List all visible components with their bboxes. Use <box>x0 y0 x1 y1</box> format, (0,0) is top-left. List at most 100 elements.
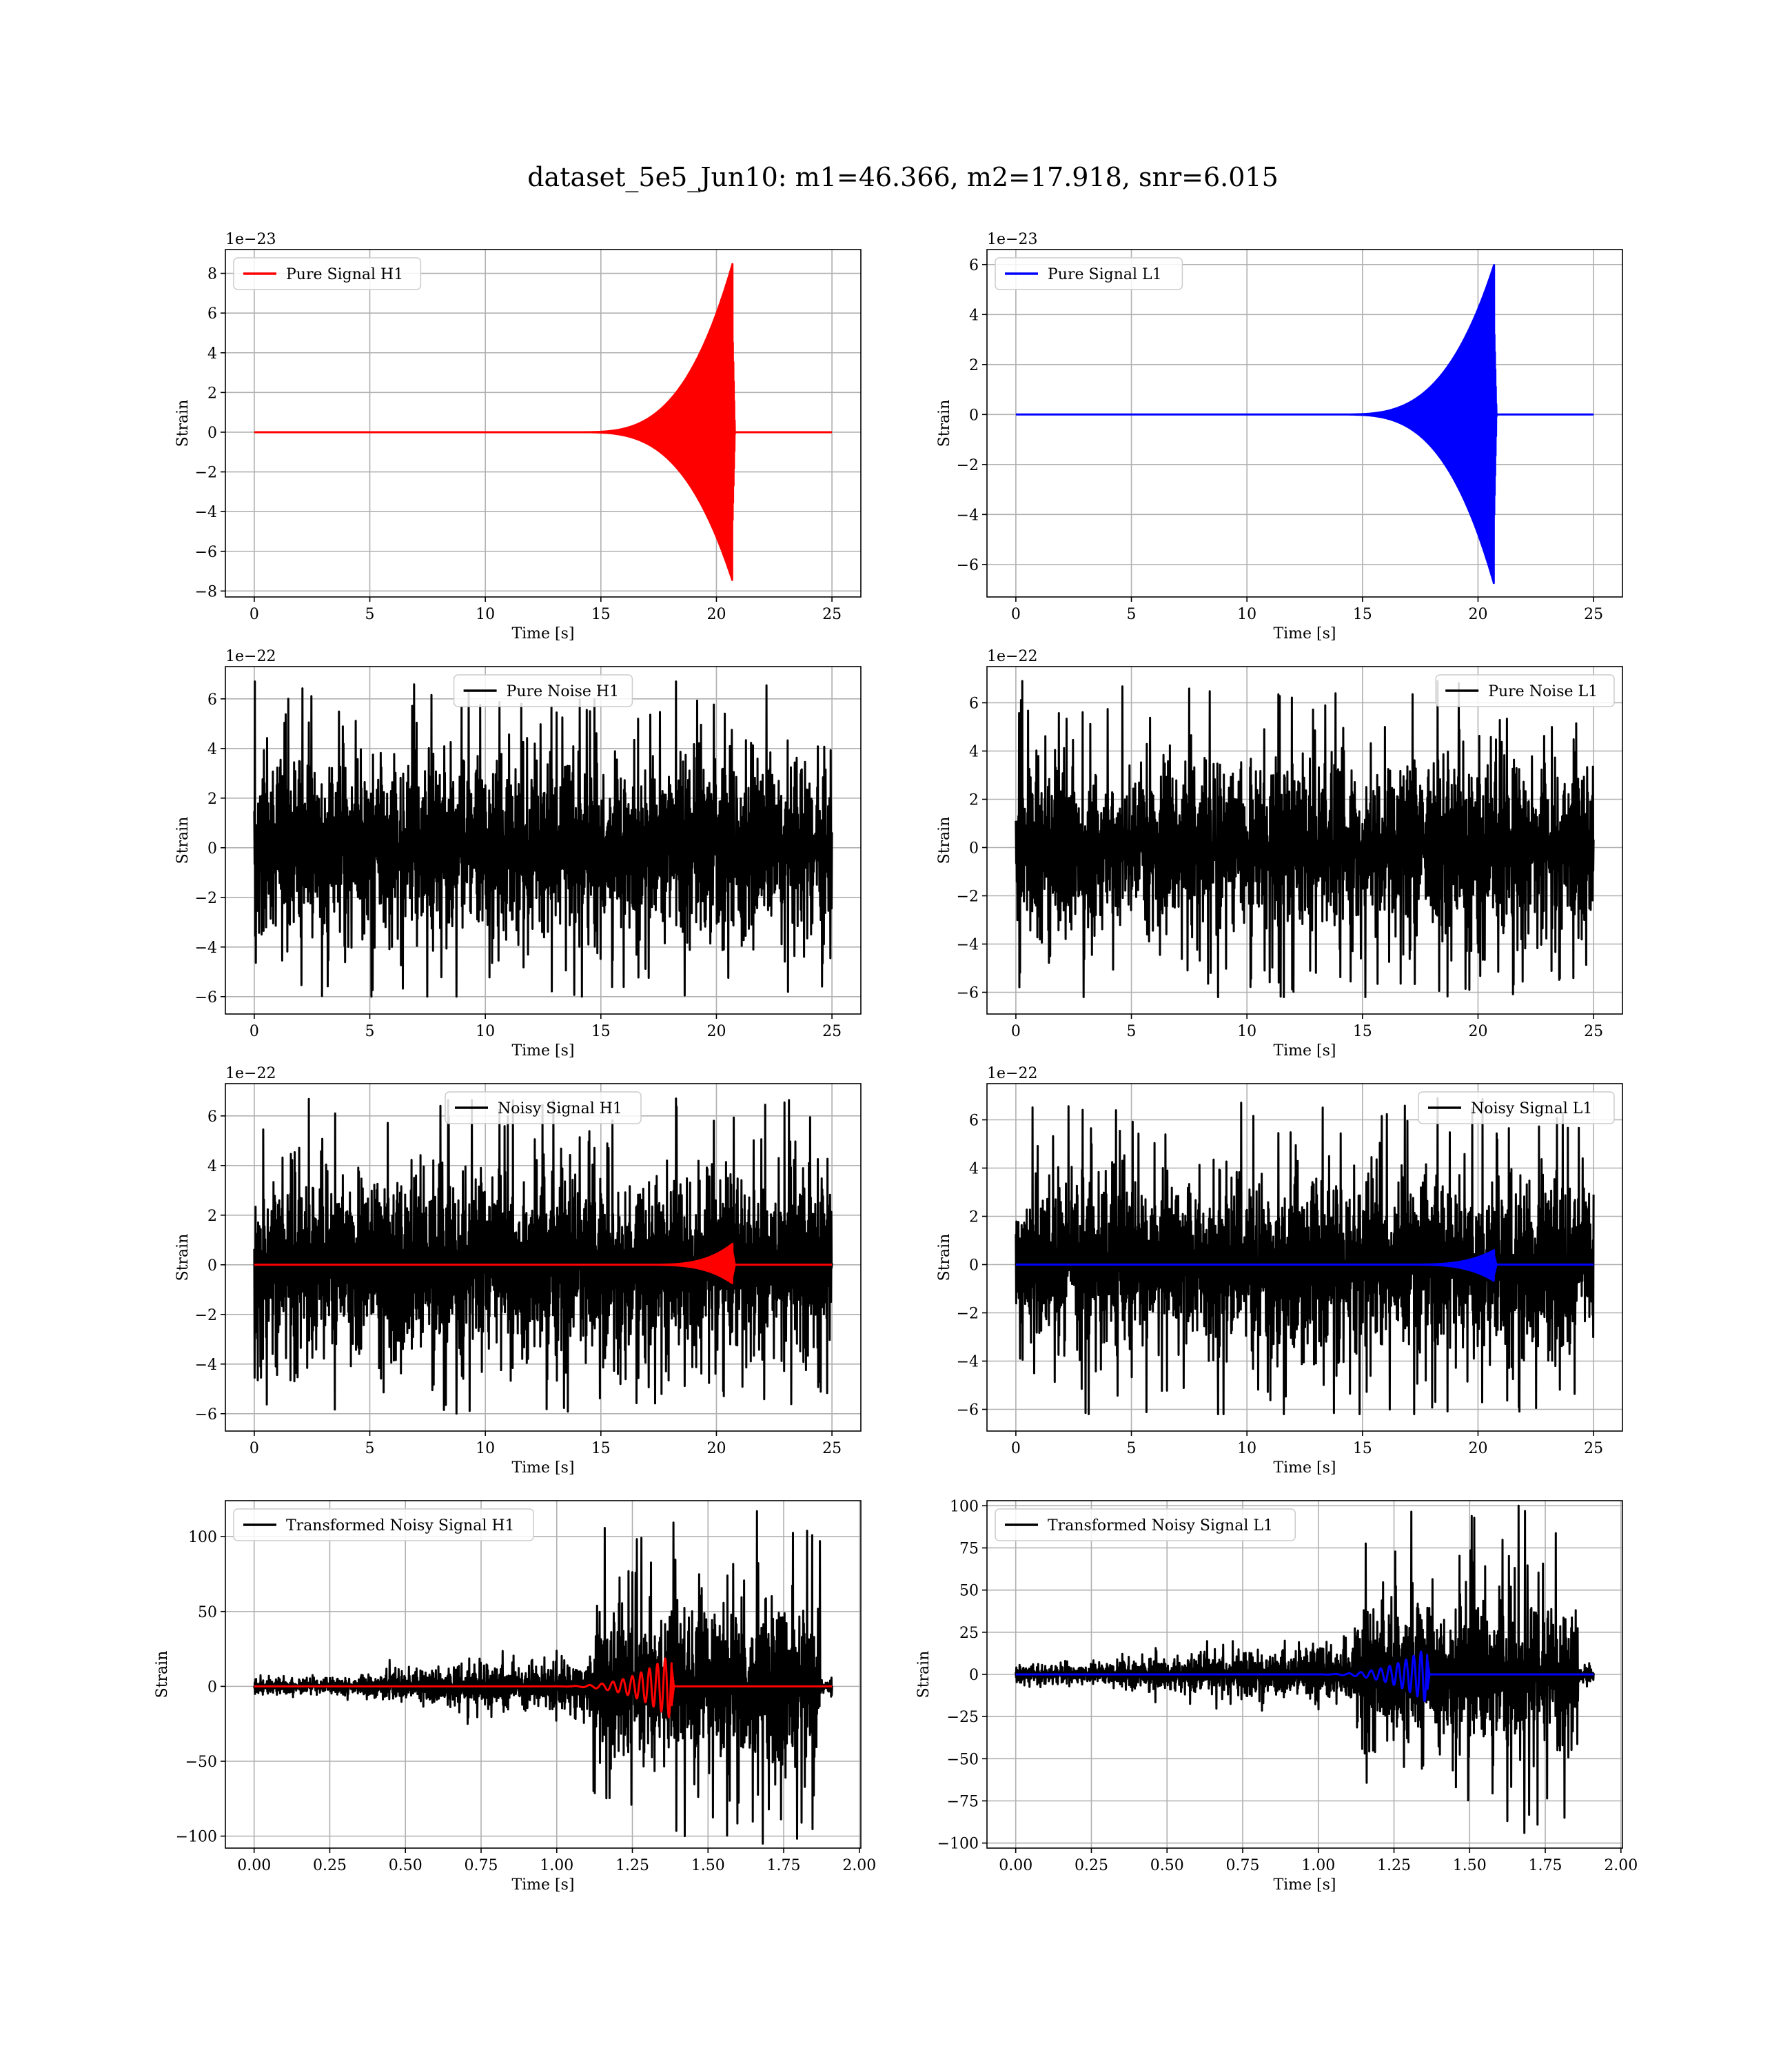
x-axis-label: Time [s] <box>1273 1042 1336 1060</box>
legend-label: Noisy Signal L1 <box>1471 1100 1592 1117</box>
y-axis-label: Strain <box>174 1234 192 1281</box>
y-tick-label: −25 <box>947 1709 979 1726</box>
legend-box <box>453 674 633 707</box>
x-tick-label: 25 <box>1584 1440 1603 1457</box>
y-tick-label: 0 <box>207 425 217 442</box>
legend: Noisy Signal L1 <box>1418 1091 1615 1124</box>
y-tick-label: 6 <box>207 305 217 323</box>
y-tick-label: 2 <box>207 385 217 402</box>
legend-box <box>1418 1091 1615 1124</box>
y-tick-label: −50 <box>947 1751 979 1768</box>
x-tick-label: 2.00 <box>842 1857 876 1874</box>
x-tick-label: 0.75 <box>1226 1857 1260 1874</box>
x-tick-label: 15 <box>1353 1023 1372 1040</box>
x-tick-label: 0 <box>250 606 259 623</box>
y-axis-label: Strain <box>174 400 192 447</box>
x-axis-label: Time [s] <box>511 1042 574 1060</box>
figure-title: dataset_5e5_Jun10: m1=46.366, m2=17.918,… <box>527 162 1279 193</box>
y-tick-label: 75 <box>959 1541 979 1558</box>
noisy-signal-h1-overlay-line <box>253 1242 833 1284</box>
y-tick-label: −75 <box>947 1793 979 1810</box>
x-tick-label: 15 <box>591 606 611 623</box>
x-tick-label: 0 <box>1011 1023 1021 1040</box>
y-offset-label: 1e−22 <box>987 1065 1037 1082</box>
transformed-noisy-signal-h1-overlay-line <box>253 1657 833 1719</box>
x-tick-label: 10 <box>476 1023 495 1040</box>
y-axis-label: Strain <box>154 1651 171 1699</box>
y-tick-label: 2 <box>969 357 979 374</box>
y-offset-label: 1e−23 <box>225 231 276 248</box>
x-tick-label: 25 <box>822 1023 842 1040</box>
x-axis-label: Time [s] <box>511 1876 574 1894</box>
y-tick-label: 100 <box>188 1529 217 1546</box>
legend-label: Pure Noise L1 <box>1488 683 1598 700</box>
x-axis-label: Time [s] <box>511 1459 574 1477</box>
y-tick-label: 4 <box>207 345 217 363</box>
x-tick-label: 25 <box>822 606 842 623</box>
x-tick-label: 0 <box>1011 1440 1021 1457</box>
x-tick-label: 10 <box>1237 1440 1256 1457</box>
y-tick-label: 6 <box>969 257 979 274</box>
y-tick-label: 0 <box>969 407 979 424</box>
x-tick-label: 0.25 <box>313 1857 347 1874</box>
x-tick-label: 15 <box>1353 606 1372 623</box>
noisy-signal-l1-line <box>1015 1097 1595 1415</box>
transformed-noisy-signal-l1-panel: 0.00 0.25 0.50 0.75 1.00 1.25 1.50 1.75 2.00 −100… <box>915 1498 1638 1894</box>
axes-frame <box>225 1500 862 1849</box>
x-axis-label: Time [s] <box>511 625 574 642</box>
axes-frame <box>225 1083 862 1432</box>
y-tick-label: −4 <box>957 1354 979 1371</box>
transformed-noisy-signal-l1-line <box>1015 1504 1595 1834</box>
x-tick-label: 15 <box>591 1023 611 1040</box>
y-offset-label: 1e−22 <box>225 1065 276 1082</box>
y-tick-label: −6 <box>957 985 979 1002</box>
legend: Transformed Noisy Signal H1 <box>233 1508 534 1541</box>
y-tick-label: −4 <box>195 504 217 521</box>
x-tick-label: 5 <box>1127 606 1137 623</box>
y-tick-label: −6 <box>957 1402 979 1419</box>
y-axis-label: Strain <box>936 1234 953 1281</box>
y-tick-label: 2 <box>207 791 217 808</box>
y-tick-label: 0 <box>969 1667 979 1684</box>
y-tick-label: −8 <box>195 583 217 600</box>
x-tick-label: 1.75 <box>767 1857 801 1874</box>
y-tick-label: −2 <box>195 1307 217 1324</box>
legend-label: Pure Signal H1 <box>286 266 403 283</box>
y-tick-label: −2 <box>957 1306 979 1323</box>
legend-box <box>995 1508 1296 1541</box>
legend-label: Noisy Signal H1 <box>498 1100 622 1117</box>
x-tick-label: 25 <box>822 1440 842 1457</box>
pure-signal-l1-line <box>1015 264 1595 585</box>
legend-label: Transformed Noisy Signal L1 <box>1048 1517 1273 1534</box>
x-tick-label: 10 <box>1237 1023 1256 1040</box>
legend: Pure Noise H1 <box>453 674 633 707</box>
y-tick-label: −100 <box>176 1829 217 1846</box>
x-tick-label: 5 <box>1127 1440 1137 1457</box>
x-tick-label: 5 <box>1127 1023 1137 1040</box>
y-tick-label: 2 <box>969 1209 979 1226</box>
x-tick-label: 1.00 <box>1301 1857 1335 1874</box>
pure-noise-l1-panel: 0 5 10 15 20 25 −6 −4 −2 0 2 4 6 Time [s] Strain 1e−22 P… <box>936 648 1623 1060</box>
x-tick-label: 5 <box>365 1440 375 1457</box>
x-tick-label: 25 <box>1584 606 1603 623</box>
legend-box <box>233 257 422 290</box>
y-tick-label: 4 <box>969 307 979 324</box>
y-tick-label: 2 <box>969 792 979 809</box>
axes-frame <box>986 249 1623 598</box>
legend: Pure Noise L1 <box>1435 674 1615 707</box>
y-tick-label: 25 <box>959 1625 979 1642</box>
legend-label: Pure Noise H1 <box>507 683 620 700</box>
plot-area <box>987 250 1622 597</box>
x-tick-label: 5 <box>365 606 375 623</box>
x-tick-label: 0.50 <box>1150 1857 1184 1874</box>
y-tick-label: 6 <box>207 1108 217 1126</box>
y-tick-label: 4 <box>207 741 217 758</box>
x-axis-label: Time [s] <box>1273 625 1336 642</box>
y-tick-label: 0 <box>969 1257 979 1275</box>
x-tick-label: 20 <box>1468 1440 1487 1457</box>
x-tick-label: 0.25 <box>1075 1857 1108 1874</box>
x-tick-label: 0 <box>250 1440 259 1457</box>
y-tick-label: 4 <box>969 1161 979 1178</box>
